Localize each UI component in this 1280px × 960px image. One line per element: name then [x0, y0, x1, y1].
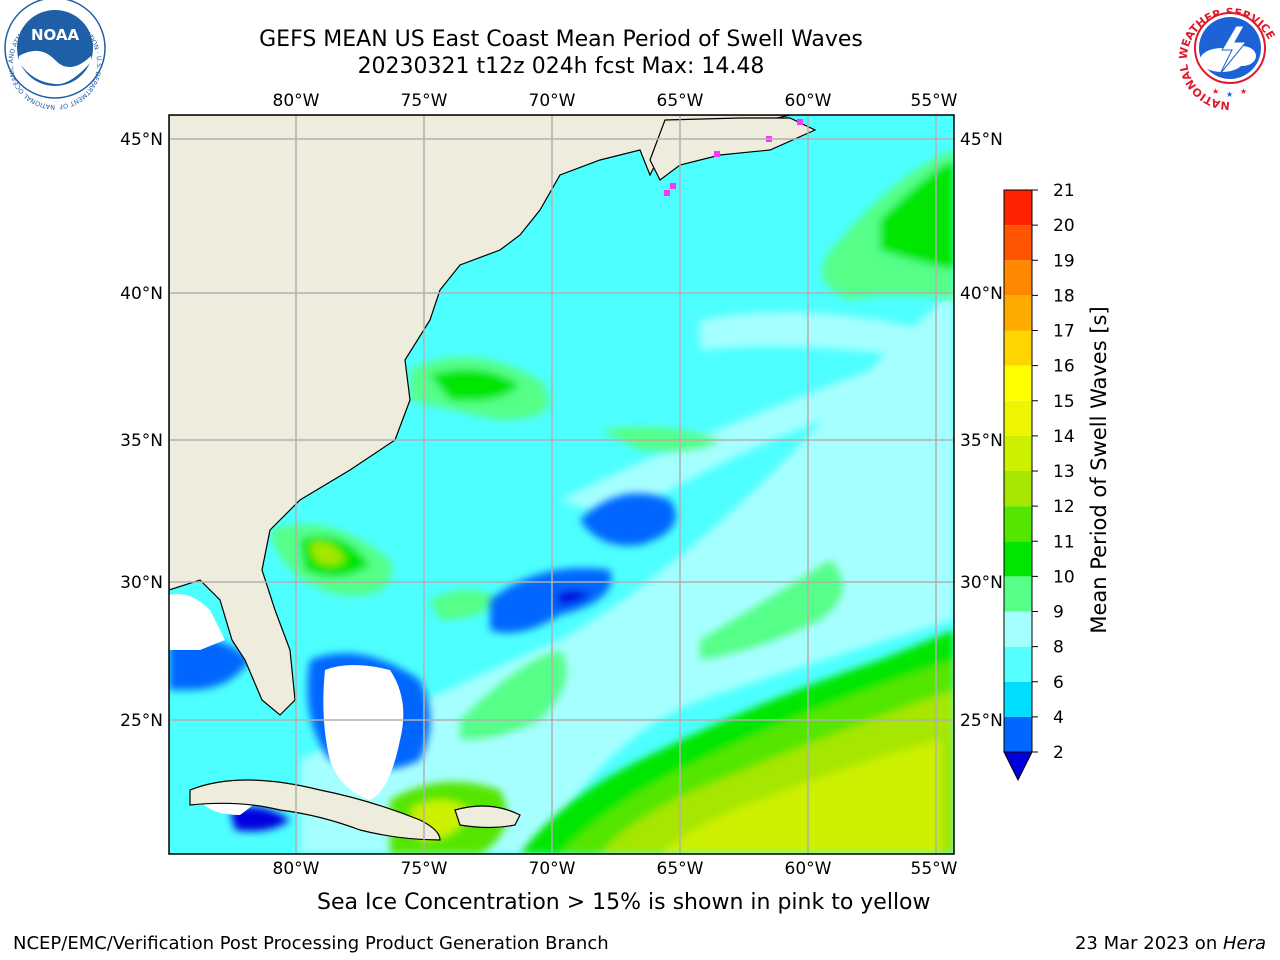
- lon-label: 65°W: [657, 91, 704, 111]
- colorbar-bin: [1004, 225, 1032, 261]
- colorbar-bin: [1004, 471, 1032, 507]
- colorbar-bin: [1004, 365, 1032, 401]
- colorbar-tick-label: 16: [1053, 357, 1075, 377]
- colorbar-bin: [1004, 400, 1032, 436]
- colorbar-bin: [1004, 611, 1032, 647]
- sea-ice-marker: [670, 183, 676, 189]
- colorbar-bin: [1004, 295, 1032, 331]
- sea-ice-marker: [664, 190, 670, 196]
- sea-ice-caption: Sea Ice Concentration > 15% is shown in …: [317, 890, 931, 915]
- lon-label: 55°W: [911, 859, 958, 879]
- colorbar-tick-label: 8: [1053, 638, 1064, 658]
- footer-date-text: 23 Mar 2023 on: [1074, 933, 1223, 954]
- lon-label: 80°W: [273, 91, 320, 111]
- chart-subtitle: 20230321 t12z 024h fcst Max: 14.48: [357, 54, 765, 79]
- sea-ice-marker: [714, 151, 720, 157]
- lon-label: 55°W: [911, 91, 958, 111]
- lon-label: 80°W: [273, 859, 320, 879]
- colorbar-bin: [1004, 541, 1032, 577]
- colorbar-tick-label: 10: [1053, 567, 1075, 587]
- colorbar-bin: [1004, 716, 1032, 752]
- lat-label: 45°N: [120, 130, 163, 150]
- colorbar-bin: [1004, 330, 1032, 366]
- lat-label: 35°N: [960, 431, 1003, 451]
- lat-label: 25°N: [960, 711, 1003, 731]
- lon-label: 70°W: [529, 859, 576, 879]
- star-icon: ★: [1212, 87, 1219, 96]
- lon-label: 65°W: [657, 859, 704, 879]
- colorbar-under-extension: [1003, 751, 1033, 782]
- noaa-logo-text: NOAA: [31, 26, 80, 44]
- graticule: [169, 115, 954, 854]
- lat-label: 40°N: [120, 284, 163, 304]
- colorbar: 2 4 6 8 9 10 11 12 13 14 15 16 17 18 19 20 21: [1003, 181, 1075, 782]
- lat-labels-left: 45°N 40°N 35°N 30°N 25°N: [120, 130, 163, 731]
- colorbar-bin: [1004, 435, 1032, 471]
- map-frame: [168, 114, 955, 855]
- lon-label: 60°W: [785, 91, 832, 111]
- colorbar-tick-label: 11: [1053, 532, 1075, 552]
- colorbar-tick-label: 14: [1053, 427, 1075, 447]
- swell-period-field: [169, 115, 954, 854]
- colorbar-bin: [1004, 190, 1032, 226]
- colorbar-tick-label: 17: [1053, 322, 1075, 342]
- colorbar-tick-label: 18: [1053, 286, 1075, 306]
- colorbar-tick-label: 6: [1053, 673, 1064, 693]
- noaa-logo: NATIONAL OCEANIC AND ATMOSPHERIC ADMINIS…: [0, 0, 106, 111]
- colorbar-bin: [1004, 681, 1032, 717]
- lat-label: 25°N: [120, 711, 163, 731]
- colorbar-bin: [1004, 576, 1032, 612]
- lat-label: 35°N: [120, 431, 163, 451]
- lat-label: 30°N: [120, 573, 163, 593]
- cuba-land: [189, 779, 441, 841]
- lon-labels-top: 80°W 75°W 70°W 65°W 60°W 55°W: [273, 91, 958, 111]
- lon-label: 70°W: [529, 91, 576, 111]
- footer-host: Hera: [1222, 933, 1266, 954]
- footer-date: 23 Mar 2023 on Hera: [1075, 933, 1266, 954]
- lat-label: 30°N: [960, 573, 1003, 593]
- star-icon: ★: [1226, 90, 1233, 99]
- colorbar-bin: [1004, 646, 1032, 682]
- lon-labels-bottom: 80°W 75°W 70°W 65°W 60°W 55°W: [273, 859, 958, 879]
- us-east-coast-land: [169, 115, 791, 716]
- lat-labels-right: 45°N 40°N 35°N 30°N 25°N: [960, 130, 1003, 731]
- colorbar-tick-label: 4: [1053, 708, 1064, 728]
- lon-label: 75°W: [401, 859, 448, 879]
- colorbar-tick-label: 12: [1053, 497, 1075, 517]
- hispaniola-land: [454, 805, 521, 829]
- colorbar-tick-label: 15: [1053, 392, 1075, 412]
- sea-ice-marker: [797, 119, 803, 125]
- colorbar-tick-label: 2: [1053, 743, 1064, 763]
- nws-logo: NATIONAL WEATHER SERVICE ★ ★ ★: [1177, 0, 1280, 112]
- colorbar-tick-label: 9: [1053, 603, 1064, 623]
- colorbar-tick-label: 13: [1053, 462, 1075, 482]
- chart-title: GEFS MEAN US East Coast Mean Period of S…: [259, 27, 863, 52]
- colorbar-tick-label: 19: [1053, 251, 1075, 271]
- lon-label: 60°W: [785, 859, 832, 879]
- lat-label: 45°N: [960, 130, 1003, 150]
- lat-label: 40°N: [960, 284, 1003, 304]
- footer-producer: NCEP/EMC/Verification Post Processing Pr…: [13, 933, 609, 954]
- colorbar-tick-label: 21: [1053, 181, 1075, 201]
- nova-scotia-land: [649, 117, 817, 181]
- star-icon: ★: [1240, 87, 1247, 96]
- colorbar-bin: [1004, 506, 1032, 542]
- colorbar-title: Mean Period of Swell Waves [s]: [1087, 306, 1111, 633]
- lon-label: 75°W: [401, 91, 448, 111]
- colorbar-bin: [1004, 260, 1032, 296]
- colorbar-tick-label: 20: [1053, 216, 1075, 236]
